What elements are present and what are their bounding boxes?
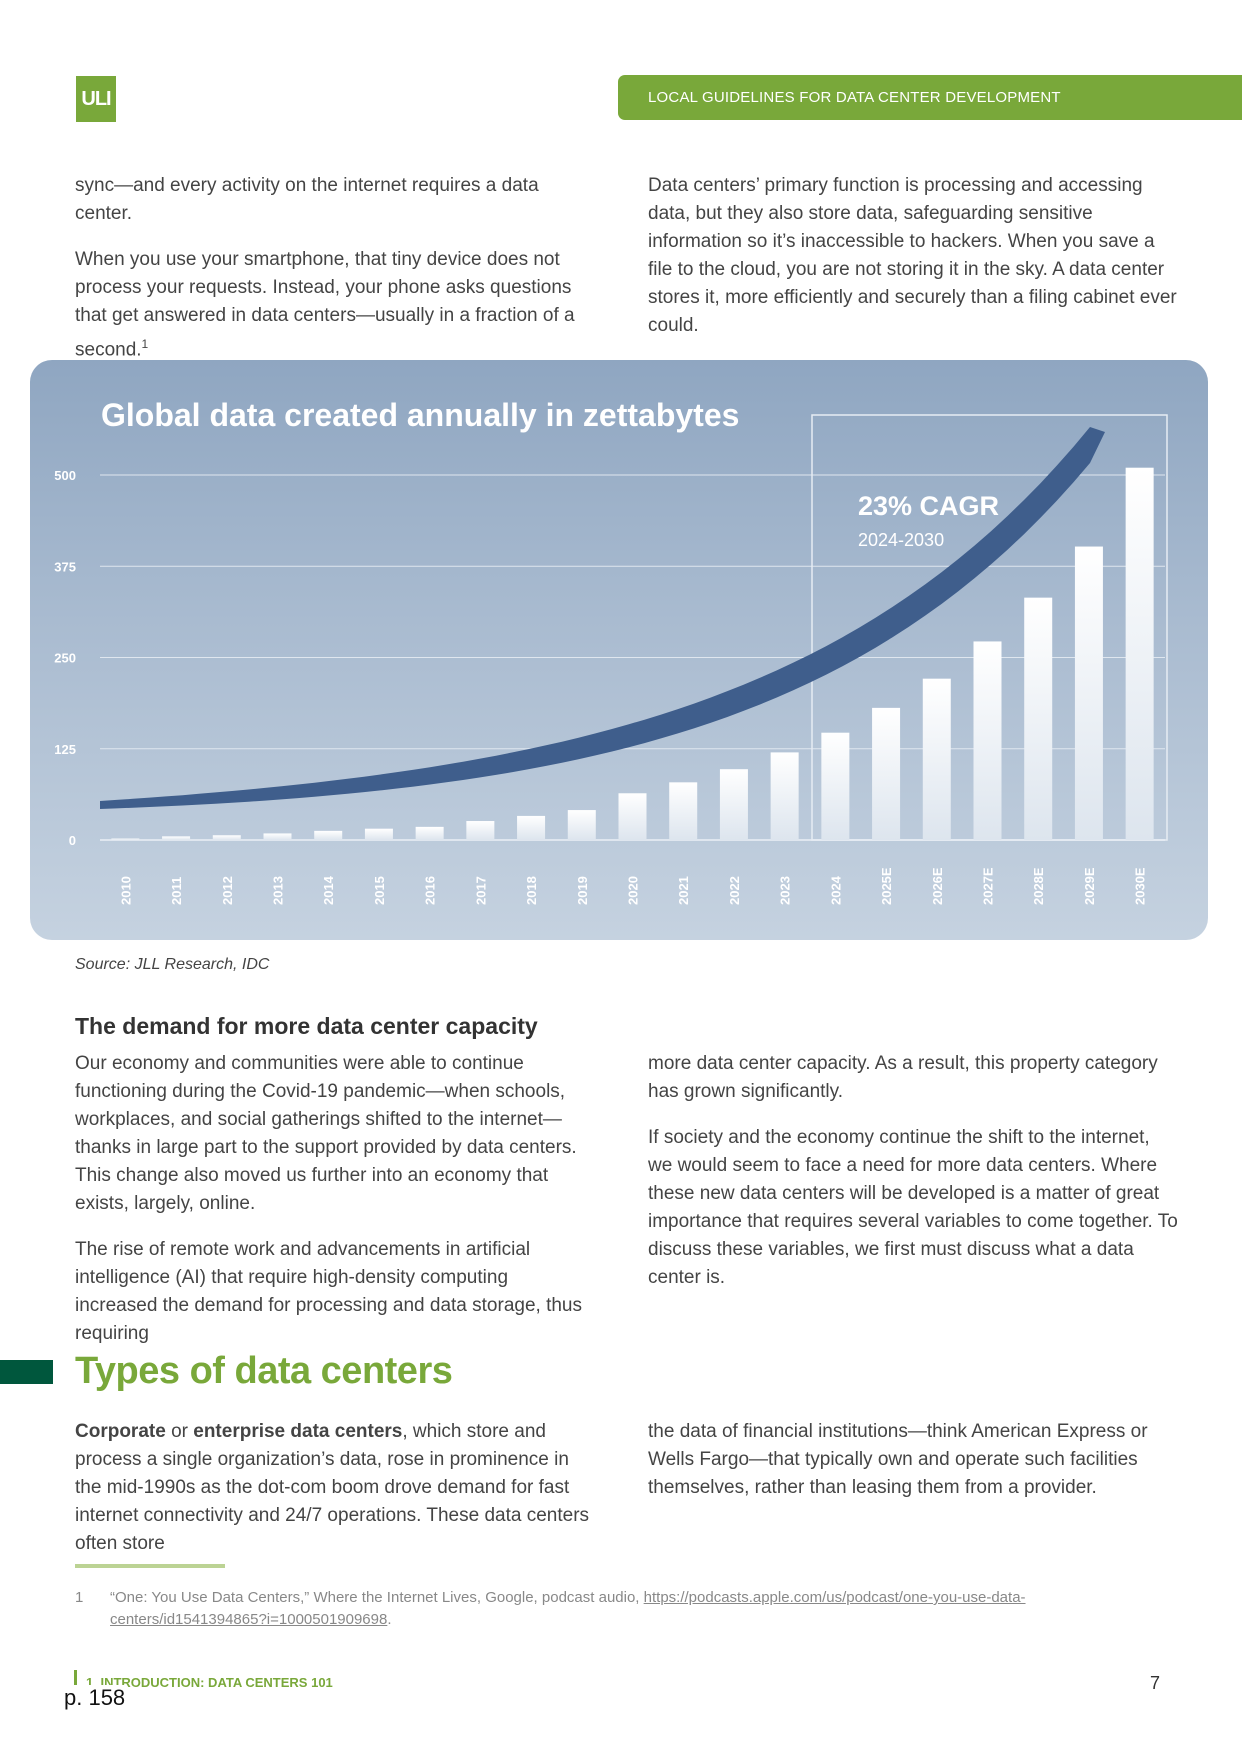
y-tick-label: 500 <box>54 468 76 483</box>
x-tick-label: 2028E <box>1031 867 1046 905</box>
x-tick-label: 2012 <box>220 876 235 905</box>
x-tick-label: 2029E <box>1082 867 1097 905</box>
bars <box>111 467 1154 840</box>
x-tick-label: 2013 <box>271 876 286 905</box>
section-marker <box>0 1360 53 1384</box>
bar-2010 <box>111 838 140 840</box>
x-tick-label: 2020 <box>626 876 641 905</box>
chart-title: Global data created annually in zettabyt… <box>101 397 739 433</box>
x-tick-label: 2026E <box>930 867 945 905</box>
bar-2023 <box>770 752 799 840</box>
bar-2011 <box>162 836 191 840</box>
bar-2021 <box>669 782 698 840</box>
section-heading: The demand for more data center capacity <box>75 1013 538 1039</box>
bar-2024 <box>821 732 850 840</box>
x-tick-label: 2027E <box>981 867 996 905</box>
bar-2017 <box>466 821 495 840</box>
types-left-column: Corporate or enterprise data centers, wh… <box>75 1418 595 1576</box>
page-number: 7 <box>1150 1673 1161 1693</box>
body-paragraph: Corporate or enterprise data centers, wh… <box>75 1418 595 1558</box>
chart-source: Source: JLL Research, IDC <box>75 956 270 973</box>
bar-2018 <box>517 815 546 840</box>
intro-paragraph: sync—and every activity on the internet … <box>75 175 539 224</box>
bar-2012 <box>212 835 241 840</box>
bar-2022 <box>719 769 748 840</box>
bar-2029E <box>1074 546 1103 840</box>
x-tick-label: 2019 <box>575 876 590 905</box>
page-stamp: p. 158 <box>62 1685 128 1711</box>
footer-section-label: 1. INTRODUCTION: DATA CENTERS 101 <box>86 1675 333 1690</box>
y-tick-label: 0 <box>69 833 76 848</box>
bar-2015 <box>364 828 393 840</box>
y-axis: 500 375 250 125 0 <box>54 468 76 848</box>
y-tick-label: 125 <box>54 742 76 757</box>
body-paragraph: more data center capacity. As a result, … <box>648 1053 1158 1102</box>
footnote-link[interactable]: https://podcasts.apple.com/us/podcast/on… <box>110 1589 1026 1628</box>
term-enterprise: enterprise data centers <box>193 1421 403 1442</box>
x-tick-label: 2016 <box>423 876 438 905</box>
x-tick-label: 2024 <box>828 875 843 905</box>
y-tick-label: 250 <box>54 651 76 666</box>
growth-trend-arrow <box>100 427 1105 809</box>
term-corporate: Corporate <box>75 1421 166 1442</box>
uli-logo: ULI <box>76 76 116 122</box>
data-growth-chart: Global data created annually in zettabyt… <box>54 397 1168 905</box>
bar-2014 <box>314 830 343 840</box>
cagr-label: 23% CAGR <box>858 491 999 521</box>
intro-paragraph: When you use your smartphone, that tiny … <box>75 246 595 364</box>
body-paragraph: the data of financial institutions—think… <box>648 1421 1148 1498</box>
footnote-text: “One: You Use Data Centers,” Where the I… <box>110 1589 644 1606</box>
intro-paragraph: Data centers’ primary function is proces… <box>648 175 1177 336</box>
cagr-sublabel: 2024-2030 <box>858 530 944 550</box>
x-tick-label: 2011 <box>169 877 184 905</box>
demand-left-column: Our economy and communities were able to… <box>75 1050 595 1366</box>
x-tick-label: 2021 <box>676 876 691 905</box>
chart-panel: Global data created annually in zettabyt… <box>30 360 1208 940</box>
x-tick-label: 2025E <box>879 867 894 905</box>
document-title: LOCAL GUIDELINES FOR DATA CENTER DEVELOP… <box>648 89 1061 106</box>
x-tick-label: 2015 <box>372 876 387 905</box>
footer-marker <box>74 1670 77 1696</box>
connector-text: or <box>165 1421 194 1442</box>
section-heading: Types of data centers <box>75 1350 453 1392</box>
intro-left-column: sync—and every activity on the internet … <box>75 172 595 382</box>
x-tick-label: 2018 <box>524 876 539 905</box>
x-tick-label: 2023 <box>778 876 793 905</box>
body-paragraph: Our economy and communities were able to… <box>75 1053 577 1214</box>
bar-2030E <box>1125 467 1154 840</box>
x-tick-label: 2017 <box>473 876 488 905</box>
demand-right-column: more data center capacity. As a result, … <box>648 1050 1178 1310</box>
x-tick-label: 2022 <box>727 876 742 905</box>
footnote-end: . <box>387 1611 392 1628</box>
body-paragraph: The rise of remote work and advancements… <box>75 1239 582 1344</box>
footnote-number: 1 <box>75 1589 84 1606</box>
bar-2016 <box>415 826 444 840</box>
header-band: LOCAL GUIDELINES FOR DATA CENTER DEVELOP… <box>618 75 1242 120</box>
x-axis: 2010 2011 2012 2013 2014 2015 2016 2017 2018 2019… <box>118 867 1147 905</box>
footnote: 1 “One: You Use Data Centers,” Where the… <box>75 1587 1075 1631</box>
bar-2020 <box>618 793 647 840</box>
footnote-ref[interactable]: 1 <box>141 337 149 351</box>
x-tick-label: 2010 <box>118 876 133 905</box>
x-tick-label: 2014 <box>321 875 336 905</box>
bar-2013 <box>263 833 292 840</box>
y-tick-label: 375 <box>54 559 76 574</box>
body-paragraph: If society and the economy continue the … <box>648 1127 1178 1288</box>
types-right-column: the data of financial institutions—think… <box>648 1418 1178 1520</box>
body-text: , which store and process a single organ… <box>75 1421 590 1554</box>
bar-2027E <box>973 641 1002 840</box>
bar-2028E <box>1024 597 1053 840</box>
bar-2019 <box>567 810 596 840</box>
bar-2026E <box>922 678 951 840</box>
x-tick-label: 2030E <box>1133 867 1148 905</box>
footnote-rule <box>75 1564 225 1568</box>
bar-2025E <box>872 707 901 840</box>
intro-paragraph-text: When you use your smartphone, that tiny … <box>75 249 575 361</box>
intro-right-column: Data centers’ primary function is proces… <box>648 172 1178 358</box>
